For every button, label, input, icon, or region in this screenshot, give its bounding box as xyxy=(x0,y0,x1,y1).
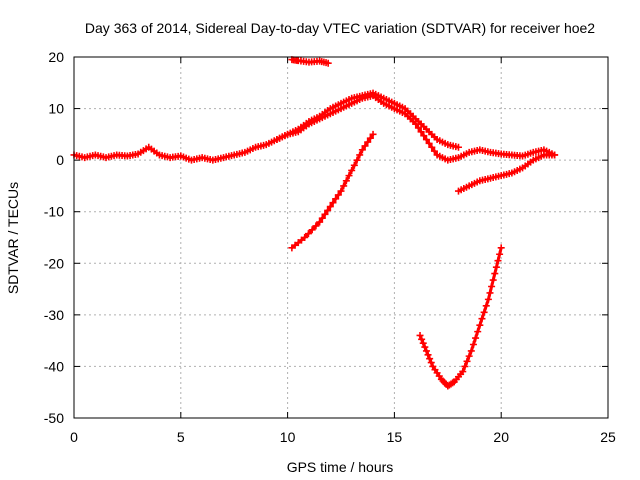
chart-title: Day 363 of 2014, Sidereal Day-to-day VTE… xyxy=(85,20,595,36)
data-point xyxy=(340,182,348,190)
data-point xyxy=(454,143,462,151)
data-point xyxy=(342,177,350,185)
y-axis-label: SDTVAR / TECUs xyxy=(5,182,21,294)
data-point xyxy=(304,230,312,238)
x-tick-label: 5 xyxy=(177,429,185,445)
data-point xyxy=(482,302,490,310)
axis-ticks xyxy=(73,56,609,419)
data-point xyxy=(497,244,505,252)
series-upper-secondary-track xyxy=(273,89,462,151)
x-tick-label: 15 xyxy=(387,429,403,445)
series-rising-branch xyxy=(288,130,377,252)
data-point xyxy=(420,132,428,140)
plot-series xyxy=(70,56,559,390)
series-lower-right-track xyxy=(454,151,559,195)
data-point xyxy=(334,191,342,199)
data-point xyxy=(428,143,436,151)
data-point xyxy=(366,134,374,142)
data-point xyxy=(326,203,334,211)
data-point xyxy=(496,250,504,258)
x-tick-label: 10 xyxy=(280,429,296,445)
data-point xyxy=(465,352,473,360)
data-point xyxy=(414,124,422,132)
x-tick-label: 25 xyxy=(600,429,616,445)
data-point xyxy=(324,206,332,214)
data-point xyxy=(425,139,433,147)
data-point xyxy=(474,328,482,336)
data-point xyxy=(316,218,324,226)
data-point xyxy=(348,166,356,174)
data-point xyxy=(478,315,486,323)
y-tick-label: -40 xyxy=(44,358,64,374)
data-point xyxy=(361,142,369,150)
data-point xyxy=(369,130,377,138)
y-tick-label: -20 xyxy=(44,255,64,271)
data-point xyxy=(421,343,429,351)
data-point xyxy=(358,146,366,154)
data-point xyxy=(337,187,345,195)
data-point xyxy=(461,362,469,370)
data-point xyxy=(469,341,477,349)
data-point xyxy=(416,331,424,339)
data-point xyxy=(427,359,435,367)
x-tick-label: 20 xyxy=(493,429,509,445)
data-point xyxy=(356,151,364,159)
grid xyxy=(74,57,608,418)
y-tick-label: 20 xyxy=(48,49,64,65)
data-point xyxy=(492,263,500,271)
plot-frame xyxy=(73,56,609,419)
data-point xyxy=(324,59,332,67)
data-point xyxy=(486,289,494,297)
data-point xyxy=(419,339,427,347)
data-point xyxy=(422,347,430,355)
series-short-segment-top xyxy=(288,56,332,67)
y-tick-label: -10 xyxy=(44,204,64,220)
data-point xyxy=(426,355,434,363)
data-point xyxy=(551,151,559,159)
data-point xyxy=(430,147,438,155)
y-tick-label: -50 xyxy=(44,410,64,426)
data-point xyxy=(472,334,480,342)
data-point xyxy=(312,222,320,230)
data-point xyxy=(459,368,467,376)
data-point xyxy=(484,295,492,303)
x-tick-label: 0 xyxy=(70,429,78,445)
data-point xyxy=(321,210,329,218)
data-point xyxy=(418,335,426,343)
data-point xyxy=(476,321,484,329)
data-point xyxy=(353,156,361,164)
data-point xyxy=(318,214,326,222)
data-point xyxy=(329,199,337,207)
data-point xyxy=(350,161,358,169)
data-point xyxy=(422,136,430,144)
data-point xyxy=(463,357,471,365)
y-tick-label: 10 xyxy=(48,101,64,117)
tick-labels: 0 5 10 15 20 25 -50 -40 -30 -20 -10 0 10 20 xyxy=(44,49,616,445)
y-tick-label: 0 xyxy=(56,152,64,168)
data-point xyxy=(301,234,309,241)
y-tick-label: -30 xyxy=(44,307,64,323)
data-point xyxy=(308,226,316,234)
x-axis-label: GPS time / hours xyxy=(287,459,394,475)
data-point xyxy=(345,172,353,180)
data-point xyxy=(332,195,340,203)
data-point xyxy=(480,308,488,316)
data-point xyxy=(494,257,502,265)
data-point xyxy=(491,270,499,278)
series-v-dip-track xyxy=(416,244,505,390)
data-point xyxy=(424,351,432,359)
data-point xyxy=(488,282,496,290)
data-point xyxy=(489,276,497,284)
data-point xyxy=(417,128,425,136)
data-point xyxy=(467,347,475,355)
data-point xyxy=(364,138,372,146)
